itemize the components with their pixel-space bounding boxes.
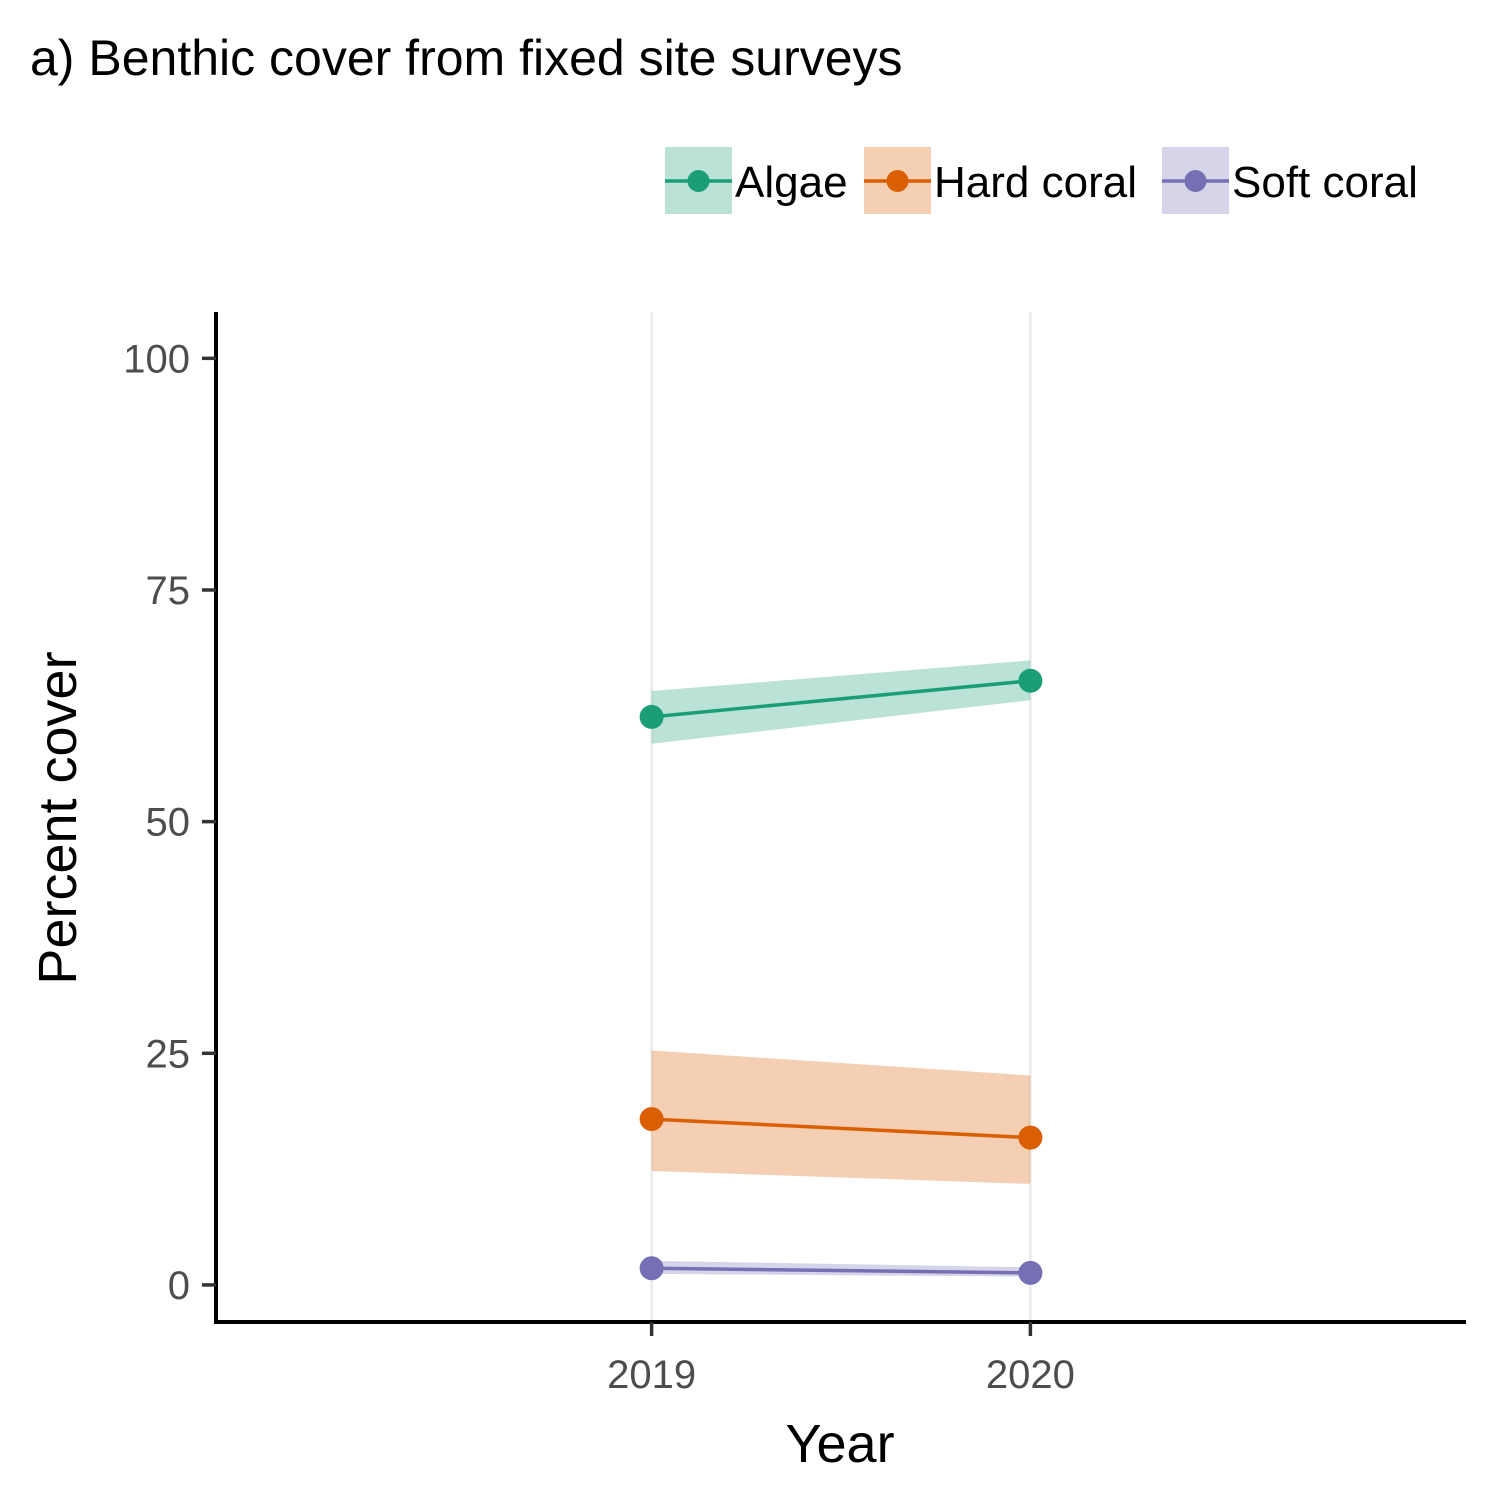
y-tick-label: 75	[146, 569, 191, 613]
legend-label-algae: Algae	[735, 158, 848, 207]
legend-label-hard-coral: Hard coral	[934, 158, 1137, 207]
soft-coral-line	[651, 1266, 1031, 1275]
gridlines	[650, 312, 1032, 1322]
axes	[202, 312, 1466, 1336]
y-tick-label: 25	[146, 1032, 191, 1076]
legend-key-point-hard-coral	[886, 170, 909, 192]
soft-coral-point-2020	[1018, 1260, 1043, 1285]
chart-title: a) Benthic cover from fixed site surveys	[30, 30, 903, 86]
soft-coral-point-2019	[639, 1256, 664, 1281]
algae-point-2020	[1018, 668, 1043, 693]
legend-label-soft-coral: Soft coral	[1232, 158, 1418, 207]
x-axis-title: Year	[785, 1414, 894, 1474]
y-axis-title: Percent cover	[28, 651, 88, 984]
legend: Algae Hard coral Soft coral	[665, 147, 1418, 214]
y-tick-label: 50	[146, 801, 191, 845]
legend-key-point-algae	[687, 170, 710, 192]
x-tick-label: 2020	[986, 1353, 1075, 1397]
data-points	[639, 668, 1043, 1285]
hard-coral-point-2020	[1018, 1125, 1043, 1150]
plot-area: 0 25 50 75 100 2019 2020	[123, 312, 1466, 1397]
algae-confidence-band	[651, 660, 1031, 744]
hard-coral-line	[651, 1117, 1031, 1140]
y-tick-label: 0	[168, 1264, 190, 1308]
series-lines	[651, 679, 1031, 1275]
x-tick-label: 2019	[607, 1353, 696, 1397]
algae-line	[651, 679, 1031, 719]
y-tick-label: 100	[123, 337, 190, 381]
tick-labels: 0 25 50 75 100 2019 2020	[123, 337, 1075, 1397]
confidence-bands	[651, 660, 1031, 1277]
legend-key-point-soft-coral	[1184, 170, 1207, 192]
hard-coral-confidence-band	[651, 1050, 1031, 1184]
hard-coral-point-2019	[639, 1107, 664, 1132]
algae-point-2019	[639, 704, 664, 729]
